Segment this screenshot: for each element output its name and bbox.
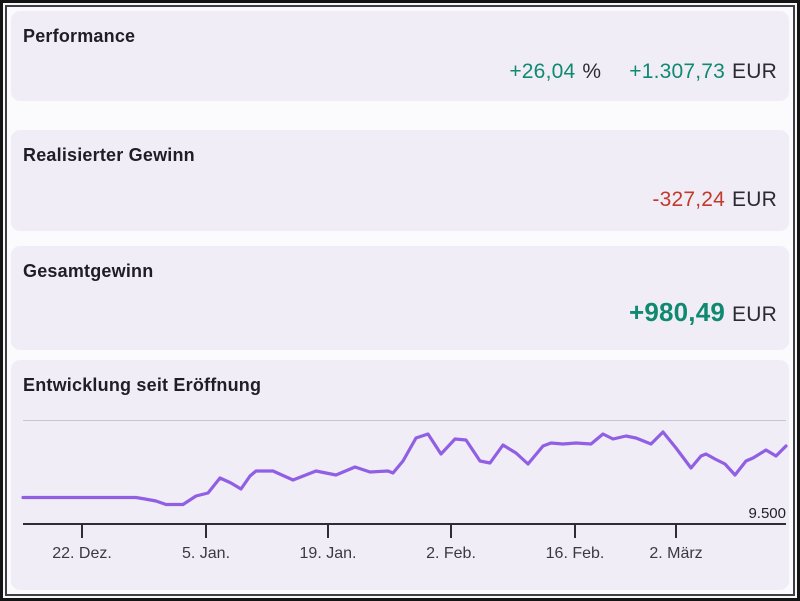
x-axis-tick-label: 19. Jan. (300, 545, 357, 562)
performance-line-chart[interactable]: 9.500 22. Dez. 5. Jan. 19. Jan. 2. Feb. 16. F… (21, 421, 788, 563)
x-axis-tick-label: 2. Feb. (426, 545, 476, 562)
total-gain-title: Gesamtgewinn (23, 261, 154, 281)
performance-card: Performance +26,04 % +1.307,73 EUR (11, 11, 789, 101)
performance-percent-value: +26,04 (509, 59, 576, 83)
performance-amount-group: +1.307,73 EUR (629, 60, 777, 84)
realized-gain-amount-unit: EUR (732, 187, 777, 211)
chart-top-divider (23, 419, 786, 421)
total-gain-amount-group: +980,49 EUR (629, 297, 777, 328)
x-axis-tick-label: 22. Dez. (52, 545, 112, 562)
development-chart-card: Entwicklung seit Eröffnung 9.500 22. Dez.… (11, 360, 789, 590)
total-gain-amount-value: +980,49 (628, 296, 726, 327)
portfolio-line (21, 430, 788, 506)
x-axis-tick-label: 5. Jan. (182, 545, 230, 562)
performance-values-row: +26,04 % +1.307,73 EUR (23, 60, 777, 84)
total-gain-values-row: +980,49 EUR (23, 297, 777, 328)
performance-percent-group: +26,04 % (509, 60, 601, 84)
performance-amount-unit: EUR (732, 59, 777, 83)
realized-gain-values-row: -327,24 EUR (23, 188, 777, 212)
performance-percent-unit: % (582, 59, 602, 83)
realized-gain-title: Realisierter Gewinn (23, 145, 195, 165)
development-chart-title: Entwicklung seit Eröffnung (23, 375, 262, 395)
total-gain-card: Gesamtgewinn +980,49 EUR (11, 246, 789, 350)
realized-gain-amount-group: -327,24 EUR (652, 188, 777, 212)
realized-gain-amount-value: -327,24 (652, 187, 726, 211)
y-axis-reference-label: 9.500 (748, 505, 786, 522)
content-area: Performance +26,04 % +1.307,73 EUR Reali… (5, 5, 795, 596)
x-axis-tick-label: 2. März (649, 545, 702, 562)
x-axis-tick-label: 16. Feb. (546, 545, 605, 562)
performance-amount-value: +1.307,73 (629, 59, 726, 83)
realized-gain-card: Realisierter Gewinn -327,24 EUR (11, 130, 789, 231)
total-gain-amount-unit: EUR (732, 302, 777, 326)
performance-card-title: Performance (23, 26, 136, 46)
